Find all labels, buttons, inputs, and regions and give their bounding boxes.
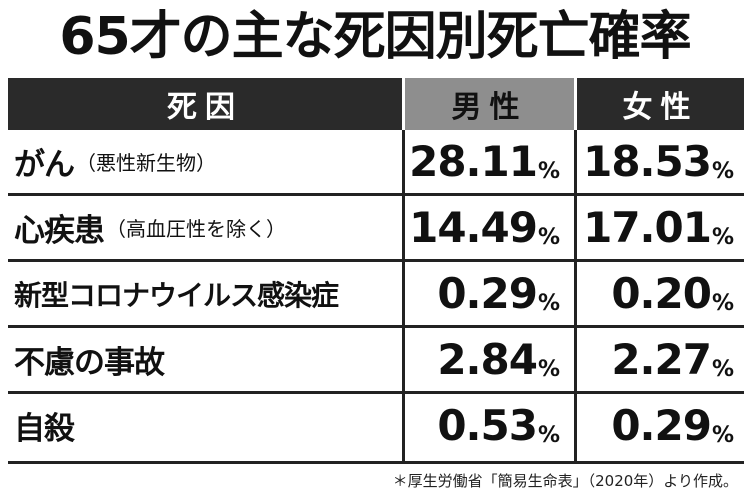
cause-label: 不慮の事故 [14,345,165,381]
male-value: 2.84 [437,335,538,384]
female-value-cell: 18.53% [574,130,744,193]
percent-unit: % [537,423,560,448]
source-footnote: ＊厚生労働省「簡易生命表」（2020年）より作成。 [392,472,738,490]
table-row: 自殺 0.53% 0.29% [8,394,744,464]
table-row: がん （悪性新生物） 28.11% 18.53% [8,130,744,196]
male-value-cell: 14.49% [402,196,574,259]
table-row: 新型コロナウイルス感染症 0.29% 0.20% [8,262,744,328]
male-value-cell: 28.11% [402,130,574,193]
male-value: 0.29 [437,269,538,318]
female-value: 0.20 [611,269,712,318]
female-value: 18.53 [583,137,712,186]
cause-note: （高血圧性を除く） [106,217,286,241]
female-value: 2.27 [611,335,712,384]
male-value: 0.53 [437,401,538,450]
cause-cell: 心疾患 （高血圧性を除く） [14,196,400,259]
row-divider [8,259,744,262]
male-value-cell: 0.29% [402,262,574,325]
percent-unit: % [711,357,734,382]
male-value: 14.49 [409,203,538,252]
row-divider [8,193,744,196]
female-value-cell: 2.27% [574,328,744,391]
header-female: 女性 [574,78,744,130]
header-male: 男性 [402,78,574,130]
percent-unit: % [711,291,734,316]
cause-note: （悪性新生物） [76,151,216,175]
percent-unit: % [537,357,560,382]
death-probability-table: 死因 男性 女性 がん （悪性新生物） 28.11% 18.53% 心疾患 （高… [8,78,744,464]
female-value: 17.01 [583,203,712,252]
percent-unit: % [711,225,734,250]
cause-label: がん [14,147,75,183]
table-row: 不慮の事故 2.84% 2.27% [8,328,744,394]
cause-label: 新型コロナウイルス感染症 [14,278,339,312]
row-divider [8,325,744,328]
percent-unit: % [537,159,560,184]
female-value: 0.29 [611,401,712,450]
cause-label: 自殺 [14,411,75,447]
percent-unit: % [537,291,560,316]
column-divider [574,130,577,464]
percent-unit: % [711,159,734,184]
male-value-cell: 0.53% [402,394,574,457]
row-divider [8,461,744,464]
female-value-cell: 0.20% [574,262,744,325]
percent-unit: % [711,423,734,448]
cause-label: 心疾患 [14,213,105,249]
column-divider [402,130,405,464]
female-value-cell: 0.29% [574,394,744,457]
page-title: 65才の主な死因別死亡確率 [59,7,691,67]
cause-cell: がん （悪性新生物） [14,130,400,193]
percent-unit: % [537,225,560,250]
male-value-cell: 2.84% [402,328,574,391]
cause-cell: 自殺 [14,394,400,457]
row-divider [8,391,744,394]
female-value-cell: 17.01% [574,196,744,259]
cause-cell: 新型コロナウイルス感染症 [14,262,400,325]
header-cause: 死因 [8,78,402,130]
table-row: 心疾患 （高血圧性を除く） 14.49% 17.01% [8,196,744,262]
male-value: 28.11 [409,137,538,186]
cause-cell: 不慮の事故 [14,328,400,391]
